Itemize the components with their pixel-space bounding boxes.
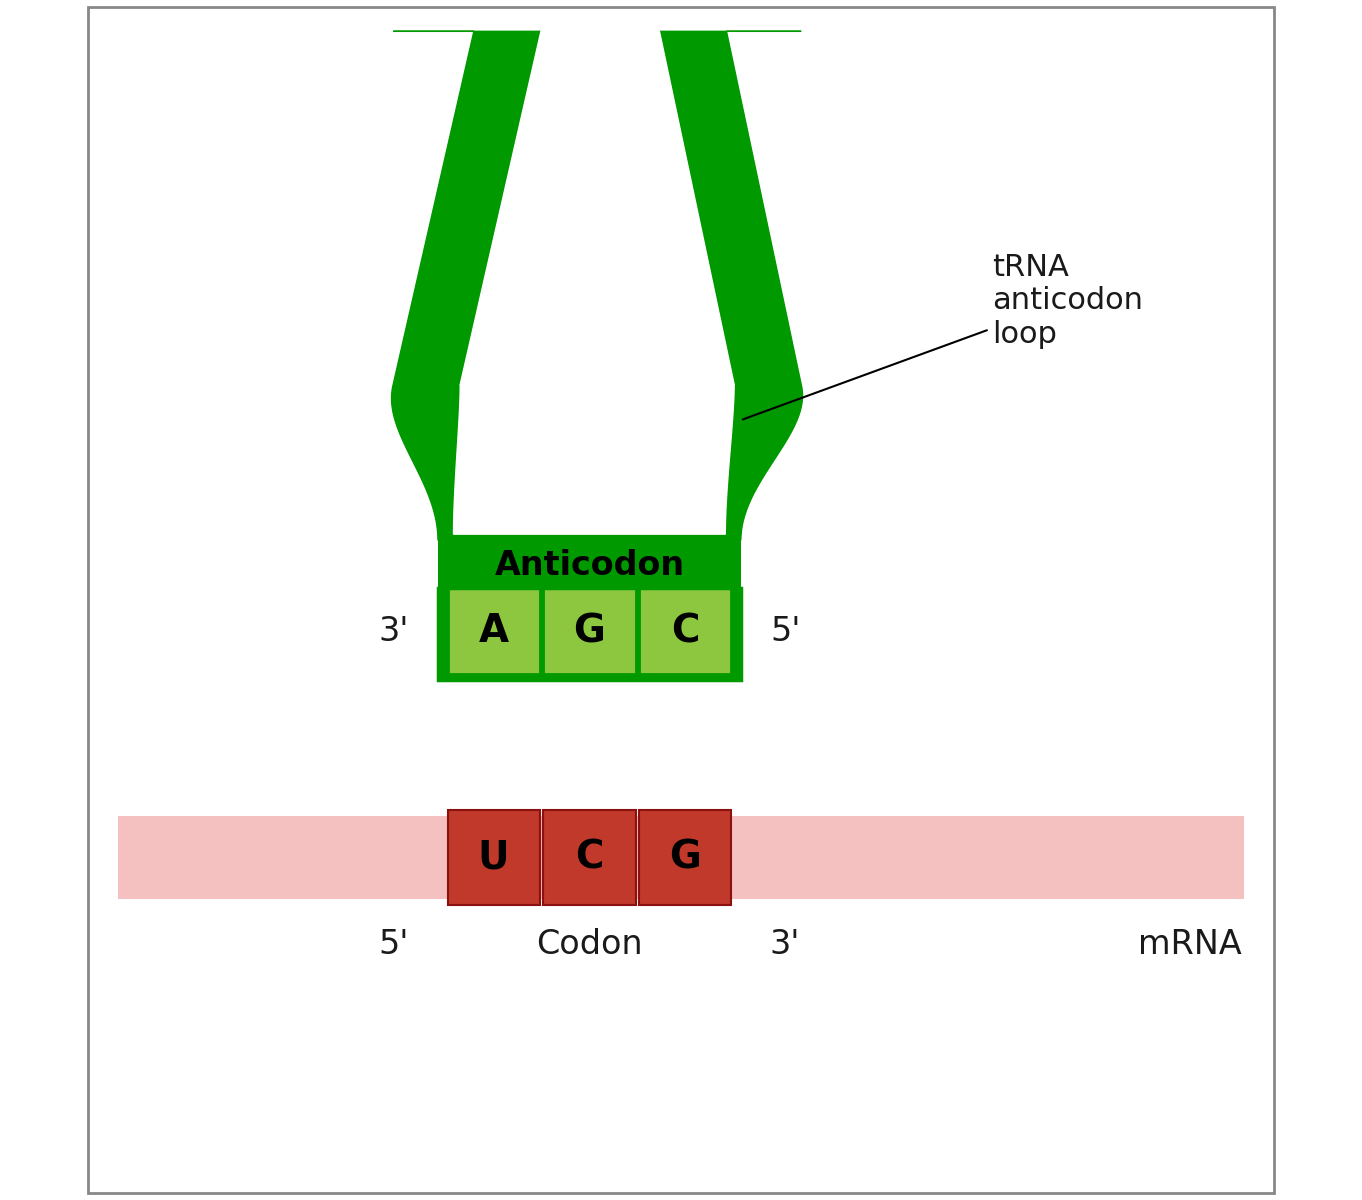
Bar xyxy=(639,810,731,905)
Text: tRNA
anticodon
loop: tRNA anticodon loop xyxy=(742,252,1143,420)
Text: 5': 5' xyxy=(379,929,409,961)
Bar xyxy=(439,588,741,680)
Bar xyxy=(439,540,741,680)
Bar xyxy=(543,810,636,905)
Text: C: C xyxy=(671,612,700,650)
Text: G: G xyxy=(573,612,605,650)
Text: 3': 3' xyxy=(770,929,801,961)
Text: A: A xyxy=(478,612,508,650)
Text: 5': 5' xyxy=(770,614,801,648)
Text: Codon: Codon xyxy=(537,929,643,961)
Bar xyxy=(118,816,1244,899)
Bar xyxy=(543,588,636,674)
Polygon shape xyxy=(454,31,734,534)
Bar xyxy=(448,810,539,905)
Text: Anticodon: Anticodon xyxy=(494,550,685,582)
Text: C: C xyxy=(575,839,603,876)
Text: G: G xyxy=(669,839,701,876)
Bar xyxy=(639,588,731,674)
Text: U: U xyxy=(478,839,509,876)
Text: 3': 3' xyxy=(379,614,409,648)
Text: mRNA: mRNA xyxy=(1137,929,1242,961)
Polygon shape xyxy=(391,31,802,540)
Bar xyxy=(448,588,539,674)
